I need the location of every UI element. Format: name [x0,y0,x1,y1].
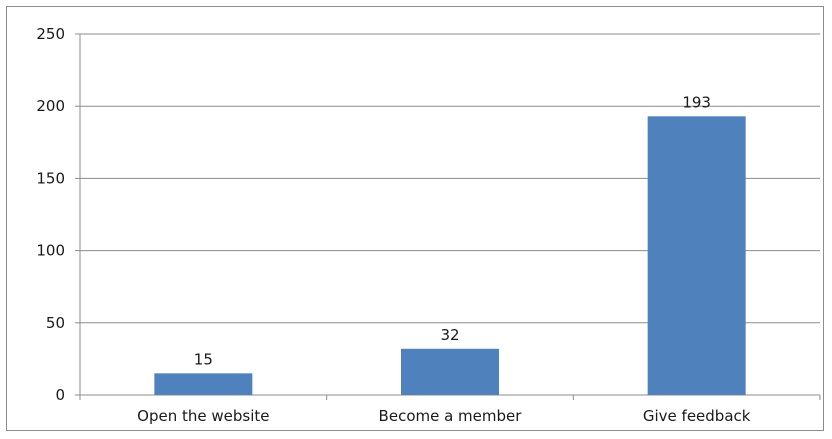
data-label: 15 [194,350,213,368]
bar [154,373,253,395]
bar [647,116,746,396]
y-tick-label: 100 [36,242,65,260]
y-tick-label: 200 [36,97,65,115]
y-tick-label: 250 [36,25,65,43]
x-tick-label: Open the website [137,407,269,425]
data-label: 193 [682,93,711,111]
y-tick-label: 0 [55,386,65,404]
y-tick-label: 50 [46,314,65,332]
x-tick-label: Give feedback [643,407,751,425]
y-tick-label: 150 [36,169,65,187]
bar [401,348,499,395]
data-label: 32 [440,326,459,344]
x-tick-label: Become a member [379,407,523,425]
